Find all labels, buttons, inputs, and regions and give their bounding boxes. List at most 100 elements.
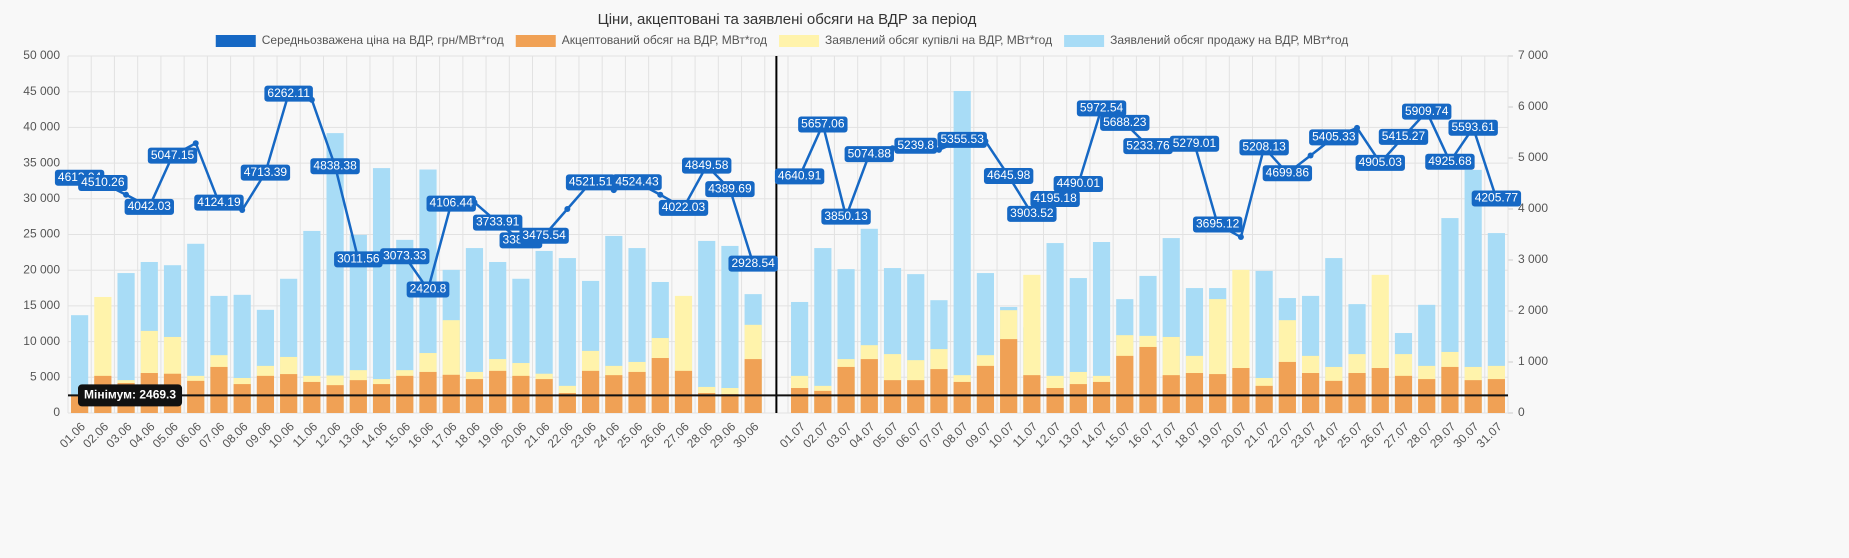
bar bbox=[372, 384, 391, 413]
x-tick-label: 20.06 bbox=[498, 419, 529, 450]
price-label-box bbox=[682, 157, 732, 174]
bar bbox=[721, 394, 739, 413]
x-tick-label: 23.06 bbox=[568, 419, 599, 450]
bar bbox=[1301, 373, 1320, 413]
price-point bbox=[1237, 234, 1244, 241]
bar bbox=[605, 375, 623, 413]
bar bbox=[187, 243, 205, 413]
price-label: 2928.54 bbox=[728, 255, 778, 272]
bar bbox=[1092, 381, 1111, 413]
price-label-text: 3850.13 bbox=[824, 209, 868, 223]
x-tick-label: 16.07 bbox=[1125, 419, 1156, 450]
bar bbox=[883, 380, 902, 413]
price-label-box bbox=[1053, 176, 1104, 193]
price-label: 4389.69 bbox=[705, 181, 755, 198]
bar bbox=[280, 374, 298, 413]
price-label-text: 5279.01 bbox=[1173, 136, 1217, 150]
price-label-text: 4640.91 bbox=[778, 168, 822, 182]
bar bbox=[628, 371, 646, 413]
x-tick-label: 18.06 bbox=[452, 419, 483, 450]
price-label-text: 5972.54 bbox=[1080, 101, 1124, 115]
price-point bbox=[1307, 152, 1314, 159]
bar bbox=[233, 384, 251, 413]
bar bbox=[1023, 375, 1041, 413]
x-tick-label: 25.06 bbox=[614, 419, 645, 450]
price-label: 4510.26 bbox=[78, 174, 128, 191]
bar bbox=[419, 371, 437, 413]
x-tick-label: 19.07 bbox=[1195, 419, 1226, 450]
price-label-text: 3695.12 bbox=[1196, 217, 1240, 231]
y-tick-label: 25 000 bbox=[23, 227, 60, 241]
bar bbox=[651, 358, 669, 413]
bar bbox=[698, 240, 716, 413]
price-label: 5047.15 bbox=[147, 147, 198, 164]
bar bbox=[1069, 384, 1087, 413]
x-tick-label: 15.07 bbox=[1102, 419, 1133, 450]
price-label-text: 3073.33 bbox=[383, 248, 427, 262]
price-label: 4195.18 bbox=[1030, 191, 1080, 208]
y-tick-label: 50 000 bbox=[23, 48, 60, 62]
price-label: 5415.27 bbox=[1378, 128, 1429, 145]
price-label-text: 3011.56 bbox=[337, 252, 380, 266]
y-tick-label: 15 000 bbox=[23, 298, 60, 312]
x-tick-label: 10.06 bbox=[266, 419, 297, 450]
bar bbox=[1255, 270, 1273, 413]
price-label-text: 4022.03 bbox=[662, 200, 706, 214]
bar bbox=[1162, 375, 1180, 413]
bar bbox=[535, 250, 553, 413]
x-tick-label: 21.07 bbox=[1241, 419, 1272, 450]
price-label-box bbox=[1448, 119, 1498, 136]
x-tick-label: 08.07 bbox=[939, 419, 970, 450]
price-label: 3695.12 bbox=[1192, 216, 1243, 233]
price-label-box bbox=[1030, 191, 1080, 208]
price-label: 4905.03 bbox=[1355, 154, 1405, 171]
y2-tick-label: 6 000 bbox=[1518, 99, 1548, 113]
price-label-box bbox=[1471, 190, 1522, 207]
bar bbox=[1278, 361, 1296, 413]
bar bbox=[1232, 368, 1250, 413]
x-tick-label: 10.07 bbox=[986, 419, 1017, 450]
y-tick-label: 20 000 bbox=[23, 262, 60, 276]
legend-label: Заявлений обсяг продажу на ВДР, МВт*год bbox=[1110, 33, 1348, 47]
price-label-box bbox=[1355, 154, 1405, 171]
bar bbox=[860, 359, 878, 413]
price-label-box bbox=[1239, 139, 1289, 156]
bar bbox=[1139, 346, 1157, 413]
price-label-box bbox=[1262, 165, 1313, 182]
price-label-box bbox=[983, 168, 1034, 185]
price-label: 4106.44 bbox=[426, 195, 476, 212]
bar bbox=[489, 370, 507, 413]
x-tick-label: 23.07 bbox=[1288, 419, 1319, 450]
price-label: 4925.68 bbox=[1425, 153, 1475, 170]
legend-label: Акцептований обсяг на ВДР, МВт*год bbox=[562, 33, 767, 47]
price-label: 5208.13 bbox=[1239, 139, 1289, 156]
bar bbox=[814, 248, 832, 413]
x-tick-label: 01.07 bbox=[777, 419, 808, 450]
price-label: 4699.86 bbox=[1262, 165, 1313, 182]
x-tick-label: 17.06 bbox=[428, 419, 459, 450]
price-label-box bbox=[1192, 216, 1243, 233]
bar bbox=[1046, 243, 1064, 413]
price-label-text: 3475.54 bbox=[522, 228, 566, 242]
x-tick-label: 13.06 bbox=[336, 419, 367, 450]
bar bbox=[814, 390, 832, 413]
x-tick-label: 04.06 bbox=[127, 419, 158, 450]
price-label-box bbox=[1378, 128, 1429, 145]
bar bbox=[1441, 366, 1459, 413]
price-label-text: 4195.18 bbox=[1033, 191, 1077, 205]
price-label: 3475.54 bbox=[519, 227, 569, 244]
bar bbox=[907, 380, 925, 413]
price-label: 3903.52 bbox=[1007, 205, 1057, 222]
price-label-text: 4925.68 bbox=[1428, 154, 1472, 168]
price-label-box bbox=[1100, 114, 1150, 131]
bar bbox=[1325, 380, 1343, 413]
price-label-text: 5233.76 bbox=[1126, 138, 1170, 152]
y2-tick-label: 5 000 bbox=[1518, 150, 1548, 164]
x-tick-label: 01.06 bbox=[57, 419, 88, 450]
x-tick-label: 28.07 bbox=[1404, 419, 1435, 450]
y2-tick-label: 7 000 bbox=[1518, 48, 1548, 62]
price-label-text: 5208.13 bbox=[1242, 140, 1286, 154]
bar bbox=[442, 374, 460, 413]
price-label-text: 5239.8 bbox=[897, 138, 934, 152]
